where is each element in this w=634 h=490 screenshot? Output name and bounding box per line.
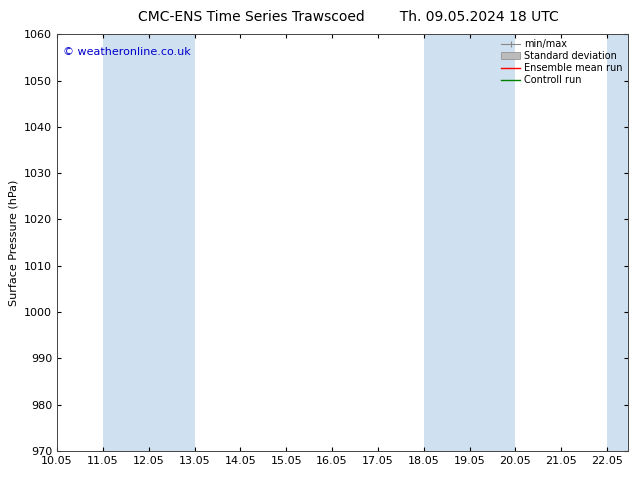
Text: CMC-ENS Time Series Trawscoed        Th. 09.05.2024 18 UTC: CMC-ENS Time Series Trawscoed Th. 09.05.… bbox=[138, 10, 559, 24]
Bar bbox=[607, 34, 628, 451]
Y-axis label: Surface Pressure (hPa): Surface Pressure (hPa) bbox=[8, 179, 18, 306]
Legend: min/max, Standard deviation, Ensemble mean run, Controll run: min/max, Standard deviation, Ensemble me… bbox=[499, 37, 624, 87]
Bar bbox=[103, 34, 149, 451]
Text: © weatheronline.co.uk: © weatheronline.co.uk bbox=[63, 47, 190, 57]
Bar bbox=[470, 34, 515, 451]
Bar bbox=[424, 34, 470, 451]
Bar bbox=[149, 34, 195, 451]
